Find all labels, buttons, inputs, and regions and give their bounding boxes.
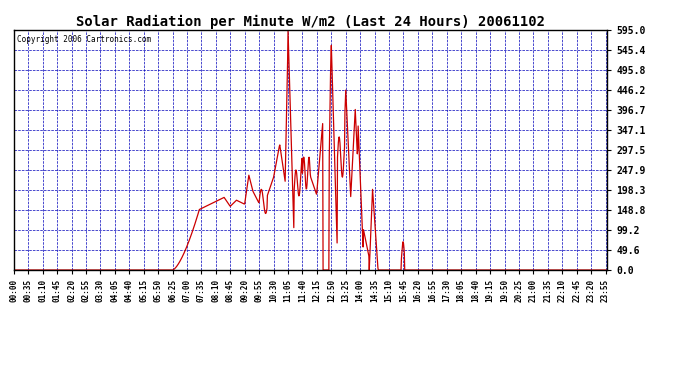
- Title: Solar Radiation per Minute W/m2 (Last 24 Hours) 20061102: Solar Radiation per Minute W/m2 (Last 24…: [76, 15, 545, 29]
- Text: Copyright 2006 Cartronics.com: Copyright 2006 Cartronics.com: [17, 35, 151, 44]
